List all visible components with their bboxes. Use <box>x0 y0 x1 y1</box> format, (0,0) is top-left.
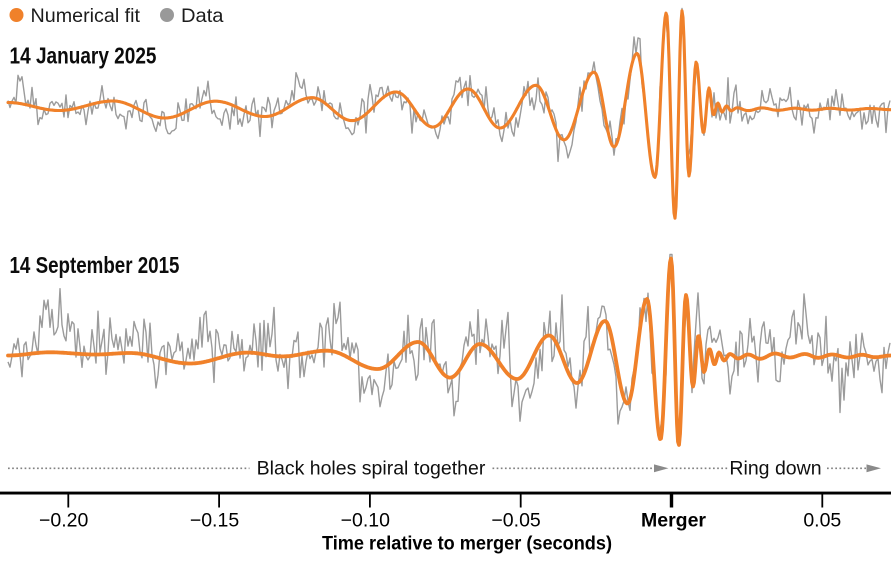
svg-text:Black holes spiral together: Black holes spiral together <box>257 458 486 480</box>
svg-text:−0.20: −0.20 <box>39 509 88 531</box>
svg-text:14 January 2025: 14 January 2025 <box>10 42 157 68</box>
svg-text:−0.15: −0.15 <box>190 509 239 531</box>
svg-text:Ring down: Ring down <box>729 458 821 480</box>
svg-text:−0.05: −0.05 <box>491 509 540 531</box>
svg-text:−0.10: −0.10 <box>341 509 390 531</box>
svg-text:Numerical fit: Numerical fit <box>31 5 141 27</box>
svg-text:Merger: Merger <box>641 509 706 531</box>
svg-text:Data: Data <box>181 5 224 27</box>
svg-text:0.05: 0.05 <box>803 509 841 531</box>
svg-text:14 September 2015: 14 September 2015 <box>10 252 180 278</box>
svg-text:Time relative to merger (secon: Time relative to merger (seconds) <box>322 533 612 555</box>
